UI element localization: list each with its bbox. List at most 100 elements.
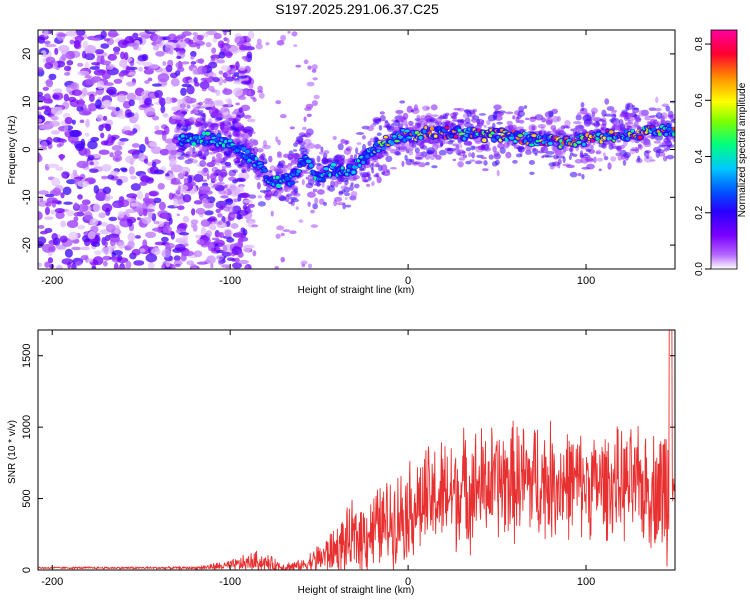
spectrogram-cell xyxy=(672,127,675,131)
spectrogram-cell xyxy=(161,249,172,258)
spectrogram-cell xyxy=(668,144,675,148)
spectrogram-cell xyxy=(84,75,92,79)
spectrogram-cell xyxy=(61,258,74,265)
spectrogram-cell xyxy=(40,140,48,149)
spectrogram-cell xyxy=(234,131,242,135)
spectrogram-cell xyxy=(151,146,162,155)
spectrogram-cell xyxy=(85,78,97,85)
spectrogram-cell xyxy=(143,158,149,164)
spectrogram-cell xyxy=(238,66,246,71)
spectrogram-cell xyxy=(220,195,229,199)
spectrogram-cell xyxy=(471,118,477,124)
spectrogram-x-tick-label: 100 xyxy=(577,275,595,287)
spectrogram-cell xyxy=(43,40,51,45)
spectrogram-cell xyxy=(69,39,75,45)
spectrogram-cell xyxy=(118,242,126,249)
spectrogram-cell xyxy=(170,181,182,185)
spectrogram-cell xyxy=(175,44,181,49)
spectrogram-cell xyxy=(243,155,249,160)
spectrogram-cell xyxy=(220,65,231,71)
spectrogram-cell xyxy=(173,198,179,208)
spectrogram-cell xyxy=(225,198,234,205)
spectrogram-cell xyxy=(384,120,389,123)
spectrogram-cell xyxy=(275,175,280,180)
spectrogram-cell xyxy=(301,263,306,268)
spectrogram-cell xyxy=(486,119,491,126)
spectrogram-cell xyxy=(358,163,362,168)
spectrogram-cell xyxy=(92,203,101,213)
spectrogram-cell xyxy=(677,105,681,108)
spectrogram-cell xyxy=(233,72,240,77)
spectrogram-cell xyxy=(210,140,213,144)
spectrogram-cell xyxy=(118,72,125,77)
spectrogram-cell xyxy=(45,43,57,48)
spectrogram-cell xyxy=(240,80,252,85)
spectrogram-cell xyxy=(151,247,161,256)
spectrogram-cell xyxy=(604,98,610,105)
spectrogram-cell xyxy=(185,98,191,103)
spectrogram-cell xyxy=(108,216,118,222)
spectrogram-cell xyxy=(136,190,143,200)
spectrogram-cell xyxy=(77,203,89,212)
spectrogram-cell xyxy=(52,88,63,94)
spectrogram-cell xyxy=(193,173,204,183)
spectrogram-cell xyxy=(548,110,554,118)
spectrogram-cell xyxy=(431,144,439,151)
spectrogram-cell xyxy=(102,260,108,267)
spectrogram-cell xyxy=(303,59,309,65)
spectrogram-cell xyxy=(529,171,535,176)
spectrogram-cell xyxy=(515,116,520,124)
spectrogram-cell xyxy=(537,123,547,129)
spectrogram-cell xyxy=(195,234,202,239)
spectrogram-cell xyxy=(112,46,121,53)
spectrogram-cell xyxy=(107,133,113,143)
spectrogram-cell xyxy=(66,179,77,185)
spectrogram-cell xyxy=(117,141,125,146)
spectrogram-cell xyxy=(45,78,54,88)
spectrogram-cell xyxy=(590,144,594,150)
spectrogram-cell xyxy=(242,199,253,204)
spectrogram-cell xyxy=(152,34,163,45)
spectrogram-cell xyxy=(72,169,78,177)
spectrogram-cell xyxy=(91,265,97,269)
spectrogram-cell xyxy=(425,112,433,120)
spectrogram-cell xyxy=(283,153,290,159)
spectrogram-cell xyxy=(626,103,631,108)
spectrogram-cell xyxy=(247,30,255,40)
spectrogram-cell xyxy=(574,158,583,164)
spectrogram-cell xyxy=(356,142,362,145)
spectrogram-cell xyxy=(225,98,231,103)
spectrogram-cell xyxy=(579,150,584,157)
spectrogram-cell xyxy=(153,220,160,225)
spectrogram-cell xyxy=(118,266,126,269)
spectrogram-cell xyxy=(39,230,48,235)
spectrogram-cell xyxy=(109,239,116,247)
spectrogram-cell xyxy=(178,232,190,236)
spectrogram-cell xyxy=(470,145,476,151)
spectrogram-cell xyxy=(129,175,137,180)
spectrogram-cell xyxy=(186,41,191,45)
spectrogram-cell xyxy=(231,257,236,262)
spectrogram-cell xyxy=(142,239,148,249)
spectrogram-cell xyxy=(160,81,168,86)
colorbar-tick-label: 0.6 xyxy=(694,93,705,107)
spectrogram-cell xyxy=(144,192,149,202)
spectrogram-cell xyxy=(107,106,117,110)
spectrogram-cell xyxy=(148,191,158,197)
spectrogram-cell xyxy=(581,128,587,134)
spectrogram-x-tick-label: -200 xyxy=(41,275,63,287)
spectrogram-cell xyxy=(505,151,512,159)
spectrogram-cell xyxy=(196,43,201,50)
spectrogram-cell xyxy=(631,146,638,150)
spectrogram-cell xyxy=(532,148,539,155)
spectrogram-cell xyxy=(216,152,223,159)
spectrogram-cell xyxy=(255,43,263,50)
spectrogram-cell xyxy=(545,150,555,155)
spectrogram-cell xyxy=(349,154,354,160)
spectrogram-cell xyxy=(168,217,173,225)
spectrogram-cell xyxy=(63,201,73,205)
spectrogram-cell xyxy=(433,117,442,124)
spectrogram-cell xyxy=(293,188,299,194)
spectrogram-cell xyxy=(465,160,472,165)
